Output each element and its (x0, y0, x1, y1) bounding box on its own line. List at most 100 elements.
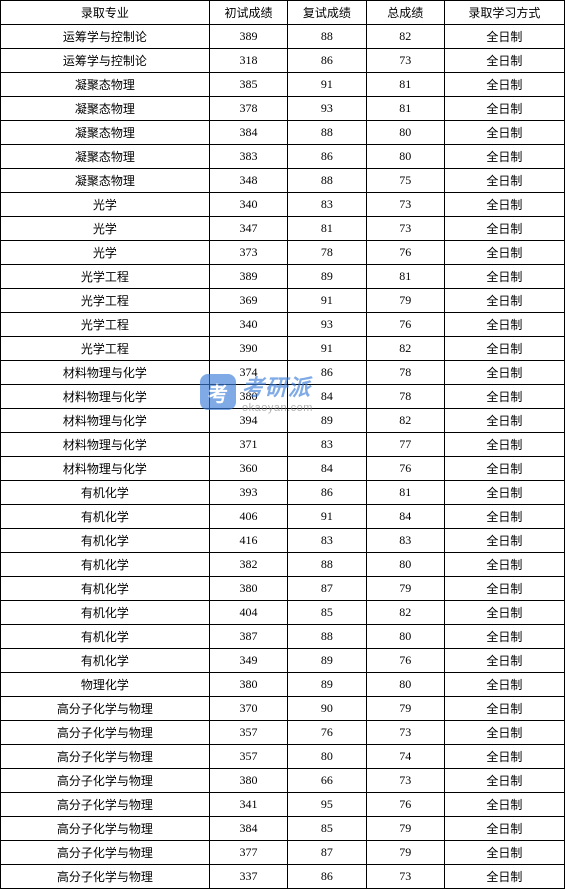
table-cell: 有机化学 (1, 553, 210, 577)
table-cell: 材料物理与化学 (1, 409, 210, 433)
table-cell: 84 (288, 457, 366, 481)
table-cell: 73 (366, 865, 444, 889)
table-cell: 全日制 (444, 361, 564, 385)
table-cell: 79 (366, 697, 444, 721)
table-cell: 运筹学与控制论 (1, 25, 210, 49)
table-cell: 82 (366, 601, 444, 625)
table-row: 光学工程3898981全日制 (1, 265, 565, 289)
table-cell: 387 (209, 625, 287, 649)
table-cell: 全日制 (444, 841, 564, 865)
table-cell: 90 (288, 697, 366, 721)
table-cell: 385 (209, 73, 287, 97)
table-cell: 337 (209, 865, 287, 889)
table-cell: 83 (288, 193, 366, 217)
table-cell: 87 (288, 841, 366, 865)
table-cell: 全日制 (444, 337, 564, 361)
table-cell: 80 (366, 121, 444, 145)
table-row: 光学3737876全日制 (1, 241, 565, 265)
table-cell: 高分子化学与物理 (1, 769, 210, 793)
table-cell: 74 (366, 745, 444, 769)
table-cell: 95 (288, 793, 366, 817)
table-row: 凝聚态物理3488875全日制 (1, 169, 565, 193)
col-header-initial-score: 初试成绩 (209, 1, 287, 25)
table-cell: 406 (209, 505, 287, 529)
table-cell: 91 (288, 289, 366, 313)
table-cell: 全日制 (444, 265, 564, 289)
table-cell: 高分子化学与物理 (1, 697, 210, 721)
table-header-row: 录取专业 初试成绩 复试成绩 总成绩 录取学习方式 (1, 1, 565, 25)
table-cell: 光学工程 (1, 265, 210, 289)
table-cell: 82 (366, 337, 444, 361)
table-cell: 全日制 (444, 217, 564, 241)
table-row: 有机化学3498976全日制 (1, 649, 565, 673)
table-cell: 高分子化学与物理 (1, 721, 210, 745)
table-cell: 85 (288, 601, 366, 625)
table-cell: 88 (288, 25, 366, 49)
table-row: 光学3408373全日制 (1, 193, 565, 217)
table-row: 高分子化学与物理3806673全日制 (1, 769, 565, 793)
table-cell: 87 (288, 577, 366, 601)
table-cell: 378 (209, 97, 287, 121)
table-cell: 76 (366, 457, 444, 481)
table-cell: 光学工程 (1, 313, 210, 337)
table-cell: 全日制 (444, 97, 564, 121)
table-cell: 全日制 (444, 73, 564, 97)
table-cell: 360 (209, 457, 287, 481)
table-cell: 66 (288, 769, 366, 793)
table-cell: 83 (288, 529, 366, 553)
table-cell: 材料物理与化学 (1, 385, 210, 409)
table-cell: 高分子化学与物理 (1, 793, 210, 817)
table-row: 高分子化学与物理3378673全日制 (1, 865, 565, 889)
table-cell: 76 (288, 721, 366, 745)
table-cell: 光学工程 (1, 337, 210, 361)
table-cell: 78 (366, 385, 444, 409)
table-cell: 84 (288, 385, 366, 409)
table-cell: 全日制 (444, 793, 564, 817)
table-cell: 凝聚态物理 (1, 73, 210, 97)
table-cell: 全日制 (444, 553, 564, 577)
table-cell: 全日制 (444, 601, 564, 625)
table-cell: 78 (288, 241, 366, 265)
table-cell: 81 (366, 73, 444, 97)
table-cell: 91 (288, 73, 366, 97)
table-row: 材料物理与化学3718377全日制 (1, 433, 565, 457)
table-cell: 81 (288, 217, 366, 241)
table-cell: 377 (209, 841, 287, 865)
table-cell: 416 (209, 529, 287, 553)
table-cell: 384 (209, 121, 287, 145)
table-cell: 有机化学 (1, 625, 210, 649)
table-cell: 光学 (1, 193, 210, 217)
table-cell: 383 (209, 145, 287, 169)
table-row: 材料物理与化学3948982全日制 (1, 409, 565, 433)
table-cell: 全日制 (444, 697, 564, 721)
table-cell: 凝聚态物理 (1, 97, 210, 121)
table-cell: 材料物理与化学 (1, 457, 210, 481)
table-cell: 76 (366, 241, 444, 265)
table-row: 光学工程3699179全日制 (1, 289, 565, 313)
table-cell: 运筹学与控制论 (1, 49, 210, 73)
table-row: 高分子化学与物理3848579全日制 (1, 817, 565, 841)
table-cell: 80 (366, 673, 444, 697)
table-cell: 全日制 (444, 865, 564, 889)
table-row: 凝聚态物理3789381全日制 (1, 97, 565, 121)
table-cell: 高分子化学与物理 (1, 817, 210, 841)
table-cell: 384 (209, 817, 287, 841)
table-cell: 全日制 (444, 745, 564, 769)
table-row: 高分子化学与物理3778779全日制 (1, 841, 565, 865)
col-header-major: 录取专业 (1, 1, 210, 25)
table-cell: 有机化学 (1, 529, 210, 553)
table-cell: 83 (366, 529, 444, 553)
table-cell: 全日制 (444, 505, 564, 529)
table-row: 有机化学4048582全日制 (1, 601, 565, 625)
table-cell: 全日制 (444, 313, 564, 337)
table-row: 有机化学4069184全日制 (1, 505, 565, 529)
table-cell: 全日制 (444, 817, 564, 841)
table-cell: 有机化学 (1, 577, 210, 601)
table-cell: 全日制 (444, 481, 564, 505)
table-cell: 91 (288, 505, 366, 529)
table-row: 运筹学与控制论3188673全日制 (1, 49, 565, 73)
table-row: 物理化学3808980全日制 (1, 673, 565, 697)
table-cell: 357 (209, 745, 287, 769)
table-cell: 高分子化学与物理 (1, 865, 210, 889)
table-row: 有机化学3938681全日制 (1, 481, 565, 505)
